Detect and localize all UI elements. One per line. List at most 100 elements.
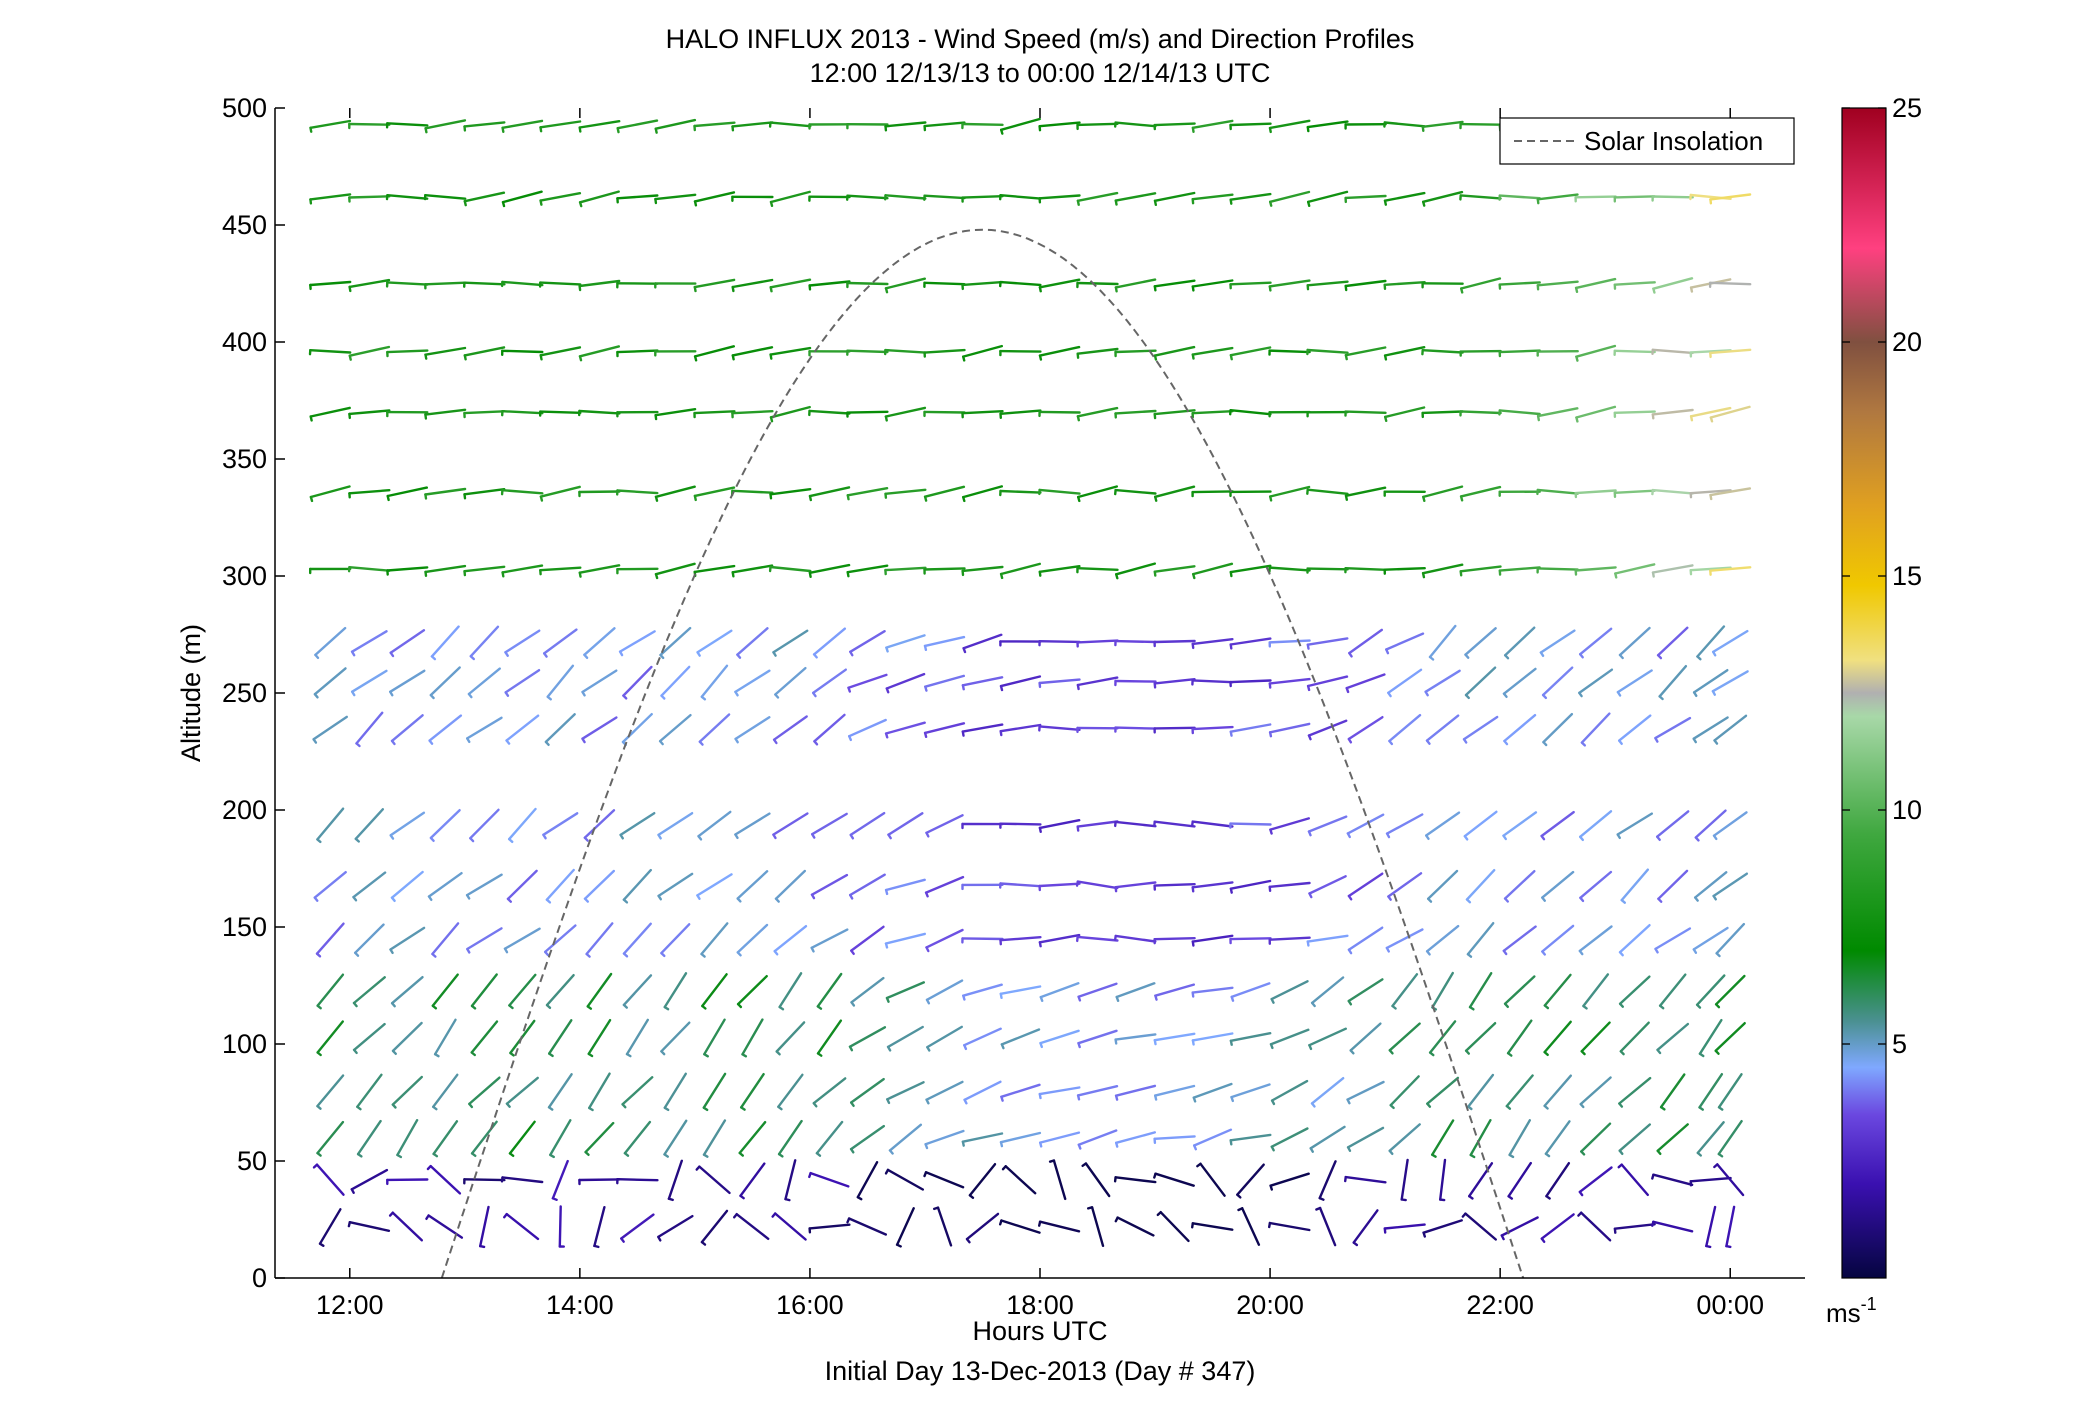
wind-barb (808, 280, 851, 291)
wind-barb (1192, 1128, 1233, 1151)
wind-barb (463, 1178, 506, 1185)
wind-barb (815, 1120, 844, 1157)
wind-barb (1536, 350, 1579, 357)
wind-barb (587, 1018, 612, 1058)
wind-barb (1689, 566, 1732, 576)
wind-barb (961, 883, 1004, 891)
wind-barb (501, 410, 544, 417)
wind-barb (923, 281, 966, 288)
y-tick-label: 100 (222, 1029, 267, 1059)
wind-barb (466, 927, 503, 954)
wind-barb (578, 409, 621, 417)
wind-barb (1038, 933, 1081, 948)
wind-barb (1306, 934, 1349, 947)
wind-barb (505, 1076, 539, 1108)
wind-barb (733, 1212, 770, 1241)
wind-barb (961, 822, 1004, 830)
wind-barb (1077, 1129, 1118, 1150)
wind-barb (701, 973, 728, 1010)
y-tick-label: 250 (222, 678, 267, 708)
wind-barb (1229, 490, 1272, 498)
wind-barb (385, 122, 429, 129)
wind-barb (1655, 810, 1690, 841)
wind-barb (432, 1120, 459, 1158)
wind-barb (1306, 280, 1349, 291)
wind-barb (703, 1018, 726, 1058)
wind-barb (1114, 679, 1157, 687)
wind-barb (884, 277, 926, 294)
wind-barb (1421, 282, 1464, 289)
wind-barb (1543, 1074, 1573, 1110)
wind-barb (1270, 1079, 1309, 1106)
wind-barb (1575, 405, 1617, 423)
colorbar-unit-exp: -1 (1861, 1294, 1877, 1314)
wind-barb (1114, 726, 1157, 733)
legend-box (1499, 117, 1795, 165)
wind-barb (386, 349, 429, 358)
wind-barb (1464, 627, 1497, 659)
wind-barb (578, 564, 621, 578)
wind-barb (1422, 485, 1464, 502)
wind-barb (1038, 121, 1081, 132)
wind-barb (348, 345, 391, 361)
wind-barb (1503, 714, 1537, 746)
wind-barb (923, 410, 966, 418)
wind-barb (508, 1120, 536, 1158)
wind-barb (578, 190, 620, 208)
wind-barb (1344, 122, 1387, 130)
wind-barb (1421, 120, 1464, 133)
wind-barb (778, 972, 803, 1011)
wind-barb (622, 868, 652, 904)
wind-barb (558, 1205, 565, 1248)
wind-barb (1229, 192, 1272, 205)
wind-barb (545, 868, 575, 904)
wind-barb (1465, 869, 1496, 904)
wind-barb (622, 665, 653, 700)
wind-barb (654, 408, 697, 421)
y-tick-label: 200 (222, 795, 267, 825)
wind-barb (1153, 820, 1196, 828)
wind-barb (1656, 626, 1689, 660)
wind-barb (693, 121, 736, 132)
wind-barb (354, 808, 384, 843)
wind-barb (895, 1207, 915, 1248)
wind-barb (1038, 194, 1081, 204)
wind-barb (467, 667, 501, 699)
wind-barb (585, 922, 614, 958)
wind-barb (1502, 925, 1537, 956)
wind-barb (846, 349, 889, 356)
wind-barb (1657, 869, 1689, 903)
wind-barb (1613, 195, 1656, 203)
wind-barb (385, 281, 429, 288)
wind-barb (543, 628, 578, 658)
wind-barb (504, 629, 541, 657)
wind-barb (389, 811, 426, 840)
wind-barb (1076, 191, 1119, 206)
wind-barb (657, 872, 694, 901)
wind-barb (923, 485, 966, 502)
wind-barb (816, 972, 843, 1010)
wind-barb (1613, 489, 1656, 498)
wind-barb (1383, 1223, 1426, 1234)
wind-barb (999, 562, 1042, 580)
colorbar-tick-label: 5 (1892, 1029, 1907, 1059)
wind-barb (1467, 1073, 1495, 1111)
wind-barb (777, 1119, 803, 1158)
wind-barb (1153, 937, 1196, 945)
wind-barb (1712, 872, 1749, 901)
wind-barb (961, 676, 1004, 691)
wind-barb (1345, 673, 1386, 694)
wind-barb (583, 809, 616, 842)
wind-barb (848, 1026, 887, 1052)
wind-barb (309, 280, 352, 291)
wind-barb (581, 716, 618, 744)
wind-barb (548, 1019, 573, 1058)
wind-barb (1579, 870, 1613, 903)
wind-barb (961, 280, 1004, 291)
wind-barb (1536, 488, 1579, 496)
wind-barb (1536, 193, 1579, 205)
wind-barb (1692, 926, 1729, 954)
wind-barb (463, 346, 506, 361)
wind-barb (1229, 723, 1272, 737)
wind-barb (1268, 349, 1311, 356)
